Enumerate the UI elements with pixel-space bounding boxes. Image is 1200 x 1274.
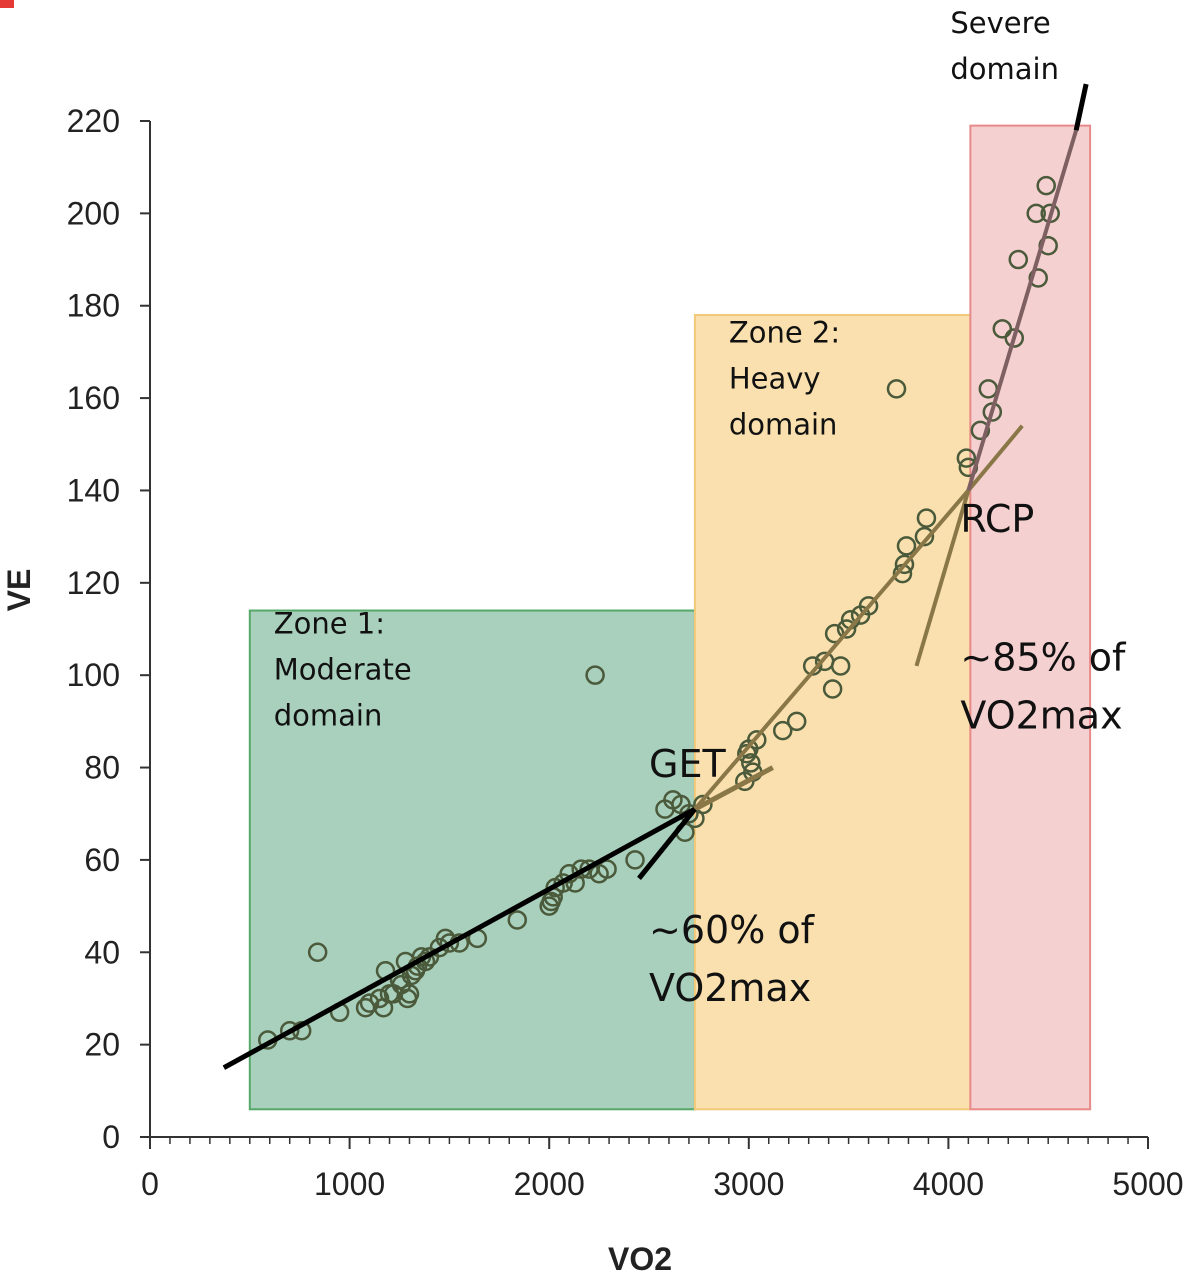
rcp-label: RCP (960, 497, 1034, 541)
data-point (858, 596, 879, 616)
data-point (679, 803, 699, 824)
data-point (786, 711, 807, 732)
zone-1-label: domain (274, 699, 383, 733)
get-pct-label: ~60% of (649, 908, 816, 952)
data-point (830, 656, 851, 676)
x-tick-label: 2000 (514, 1166, 585, 1202)
axes-layer: 0 1000 2000 3000 4000 5000 0 20 40 60 80 100 120 140 1… (67, 103, 1184, 1202)
data-point (439, 933, 460, 953)
y-tick-label: 60 (84, 842, 120, 878)
threshold-mark (914, 489, 971, 667)
x-tick-label: 0 (141, 1166, 159, 1202)
y-tick-label: 20 (84, 1027, 120, 1063)
y-tick-label: 180 (67, 288, 120, 324)
data-point (625, 850, 645, 870)
y-tick-label: 140 (67, 472, 120, 508)
data-point (886, 379, 907, 399)
data-point (772, 720, 793, 741)
zone-2-label: domain (729, 408, 838, 442)
data-point (916, 508, 937, 528)
y-tick-label: 160 (67, 380, 120, 416)
x-tick-label: 3000 (713, 1166, 784, 1202)
data-point (836, 619, 857, 639)
rcp-pct-label: VO2max (960, 694, 1122, 738)
points-layer (258, 175, 1060, 1050)
corner-mark (0, 0, 14, 8)
data-point (399, 984, 420, 1004)
get-label: GET (649, 742, 726, 786)
data-point (992, 319, 1013, 339)
zone-2-label: Zone 2: (729, 316, 840, 350)
data-point (747, 730, 767, 750)
zone-2-band (693, 313, 972, 1111)
data-point (585, 665, 605, 685)
x-axis-title: VO2 (608, 1241, 672, 1274)
zone-1-label: Moderate (274, 653, 412, 687)
y-tick-label: 80 (84, 750, 120, 786)
y-axis-title: VE (1, 569, 37, 612)
zone-3-label: Severe (950, 6, 1050, 40)
fit-line (966, 129, 1079, 492)
zone-1-band (248, 609, 696, 1111)
data-point (1008, 249, 1029, 270)
data-point (507, 910, 528, 930)
y-tick-label: 40 (84, 934, 120, 970)
fit-line (693, 489, 970, 811)
y-tick-label: 0 (102, 1119, 120, 1155)
data-point (1026, 203, 1046, 224)
data-point (822, 679, 843, 699)
zone-2-label: Heavy (729, 362, 821, 396)
data-point (894, 554, 915, 575)
y-tick-label: 220 (67, 103, 120, 139)
threshold-mark (637, 807, 697, 880)
fit-line (693, 765, 774, 812)
data-point (369, 988, 390, 1009)
data-point (1028, 268, 1048, 288)
data-point (914, 526, 935, 547)
data-point (970, 420, 991, 441)
data-point (896, 536, 917, 556)
data-point (359, 993, 380, 1013)
x-tick-label: 5000 (1112, 1166, 1183, 1202)
fit-line (966, 424, 1024, 492)
zone-1-label: Zone 1: (274, 607, 385, 641)
data-point (597, 859, 617, 879)
y-tick-label: 120 (67, 565, 120, 601)
data-point (956, 448, 977, 468)
fit-line (1073, 83, 1089, 131)
get-pct-label: VO2max (649, 966, 811, 1010)
y-tick-label: 100 (67, 657, 120, 693)
data-point (307, 942, 328, 963)
data-point (279, 1021, 300, 1041)
y-tick-label: 200 (67, 195, 120, 231)
x-tick-label: 1000 (314, 1166, 385, 1202)
fit-line (222, 806, 697, 1070)
x-tick-label: 4000 (913, 1166, 984, 1202)
lines-layer (222, 83, 1089, 1070)
data-point (693, 794, 713, 815)
data-point (1004, 328, 1025, 348)
data-point (741, 753, 761, 773)
zone-3-label: domain (950, 52, 1059, 86)
data-point (1036, 175, 1056, 196)
rcp-pct-label: ~85% of (960, 636, 1127, 680)
